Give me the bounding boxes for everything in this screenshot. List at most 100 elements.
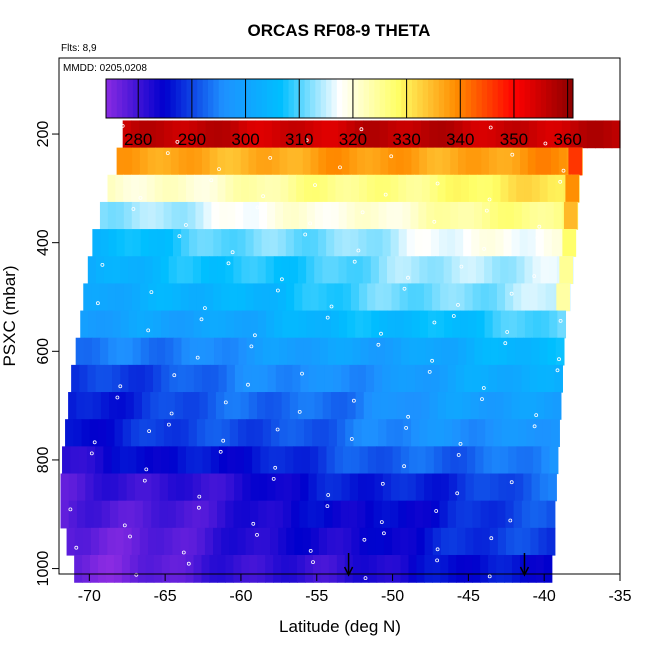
heatmap-cell (258, 473, 268, 502)
heatmap-cell (124, 229, 134, 257)
heatmap-cell (170, 174, 179, 203)
heatmap-cell (359, 283, 368, 312)
heatmap-cell (298, 256, 307, 285)
heatmap-cell (277, 229, 287, 257)
heatmap-cell (181, 337, 191, 366)
heatmap-cell (440, 527, 450, 556)
heatmap-cell (233, 174, 242, 203)
heatmap-cell (531, 473, 541, 502)
heatmap-cell (92, 229, 102, 257)
heatmap-cell (281, 392, 291, 420)
colorbar-tick-label: 350 (500, 130, 528, 149)
heatmap-cell (213, 120, 223, 149)
heatmap-cell (437, 174, 447, 203)
heatmap-cell (431, 364, 441, 393)
colorbar-segment (551, 79, 558, 118)
heatmap-cell (493, 419, 503, 447)
plot-area (60, 120, 621, 583)
heatmap-cell (472, 364, 482, 393)
observation-point (217, 167, 221, 172)
heatmap-cell (489, 147, 498, 176)
heatmap-cell (434, 201, 443, 230)
heatmap-cell (167, 473, 177, 502)
heatmap-cell (490, 473, 500, 502)
heatmap-cell (121, 554, 131, 583)
heatmap-cell (233, 256, 243, 285)
colorbar-segment (342, 79, 349, 118)
heatmap-cell (217, 500, 226, 529)
heatmap-cell (349, 147, 358, 176)
heatmap-cell (412, 120, 422, 149)
heatmap-cell (399, 283, 409, 312)
x-tick-label: -65 (154, 588, 177, 605)
heatmap-cell (161, 310, 170, 339)
heatmap-cell (213, 527, 222, 556)
colorbar-segment (304, 79, 311, 118)
colorbar-segment (347, 79, 354, 118)
heatmap-cell (264, 174, 274, 203)
observation-point (92, 440, 97, 445)
colorbar-segment (454, 79, 461, 118)
heatmap-cell (414, 500, 424, 529)
heatmap-cell (202, 364, 211, 393)
observation-point (406, 275, 410, 280)
heatmap-cell (406, 174, 415, 203)
heatmap-cell (85, 473, 95, 502)
heatmap-cell (440, 473, 450, 502)
observation-point (557, 357, 561, 362)
heatmap-cell (184, 473, 194, 502)
heatmap-cell (288, 120, 298, 149)
heatmap-cell (192, 256, 202, 285)
heatmap-cell (316, 364, 326, 393)
x-tick-label: -35 (608, 588, 631, 605)
heatmap-cell (314, 256, 323, 285)
heatmap-cell (123, 283, 133, 312)
heatmap-cell (161, 364, 170, 393)
heatmap-cell (500, 174, 509, 203)
colorbar-frame (105, 78, 574, 119)
colorbar-segment (465, 79, 472, 118)
heatmap-cell (295, 337, 305, 366)
heatmap-cell (336, 554, 346, 583)
heatmap-cell (407, 283, 417, 312)
observation-point (199, 317, 204, 322)
heatmap-cell (318, 229, 327, 257)
heatmap-cell (557, 310, 567, 339)
heatmap-cell (358, 473, 367, 502)
pressure-band-850 (60, 473, 557, 502)
heatmap-cell (611, 120, 621, 149)
heatmap-cell (107, 174, 116, 203)
colorbar-segment (159, 79, 166, 118)
heatmap-cell (479, 120, 488, 149)
heatmap-cell (148, 229, 158, 257)
colorbar-segment (224, 79, 230, 118)
pressure-band-700 (68, 392, 562, 420)
heatmap-cell (217, 554, 226, 583)
heatmap-cell (116, 337, 126, 366)
observation-point (209, 178, 214, 183)
heatmap-cell (473, 527, 483, 556)
heatmap-cell (357, 364, 367, 393)
heatmap-cell (250, 310, 259, 339)
heatmap-cell (196, 283, 206, 312)
heatmap-cell (260, 446, 270, 475)
heatmap-cell (425, 337, 435, 366)
heatmap-cell (553, 201, 563, 230)
heatmap-cell (434, 147, 444, 176)
heatmap-cell (197, 120, 207, 149)
heatmap-cell (155, 120, 165, 149)
heatmap-cell (160, 256, 170, 285)
heatmap-cell (516, 310, 526, 339)
heatmap-cell (73, 419, 83, 447)
heatmap-cell (107, 201, 117, 230)
heatmap-cell (170, 147, 180, 176)
heatmap-cell (538, 527, 548, 556)
heatmap-cell (282, 500, 292, 529)
heatmap-cell (523, 473, 533, 502)
heatmap-cell (263, 120, 273, 149)
heatmap-cell (549, 446, 559, 475)
colorbar-segment (207, 79, 214, 118)
heatmap-cell (456, 554, 465, 583)
heatmap-cell (449, 337, 459, 366)
